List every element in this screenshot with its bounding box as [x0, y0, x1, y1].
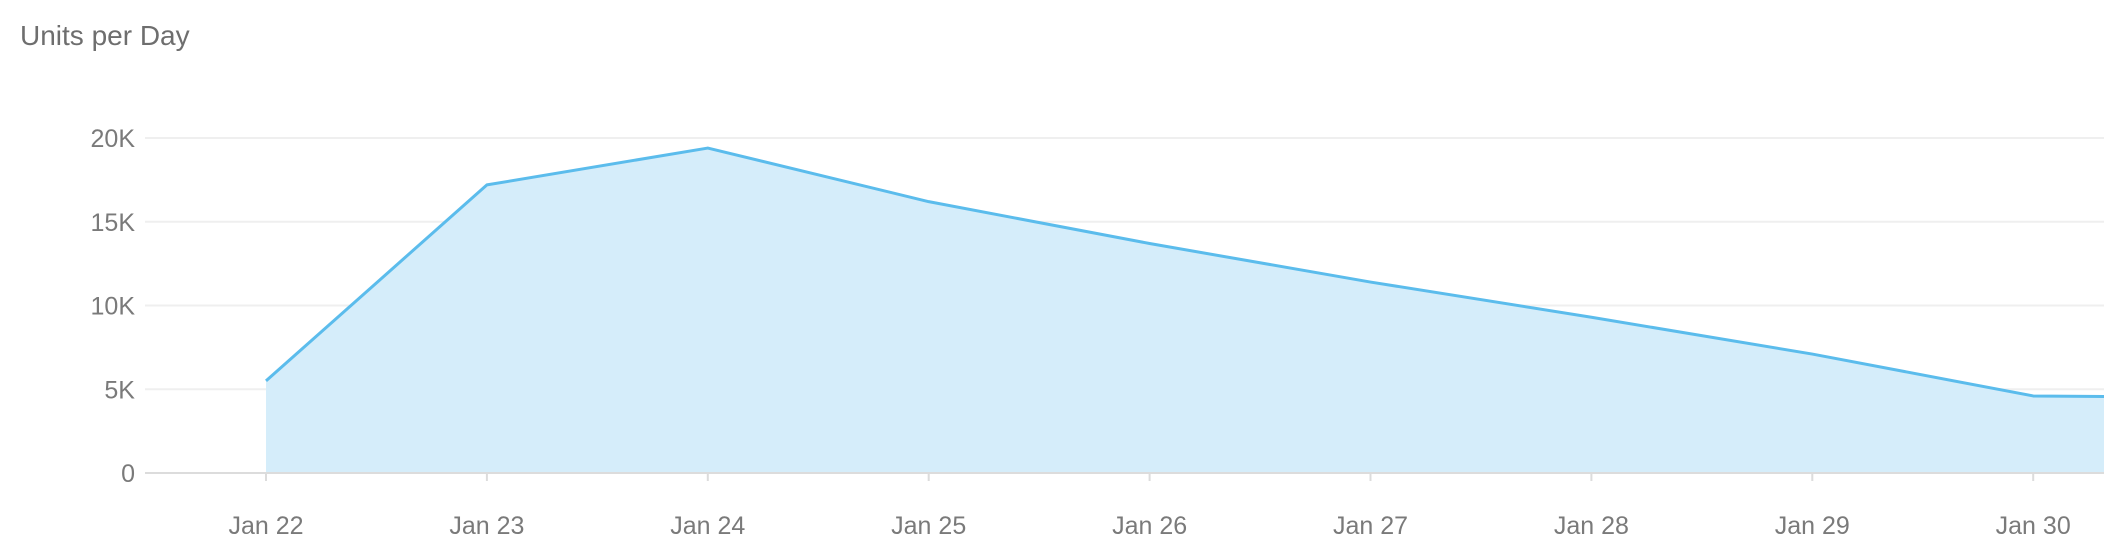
y-tick-label: 15K	[91, 209, 136, 237]
chart-title: Units per Day	[20, 20, 190, 51]
series-line	[265, 146, 2104, 398]
x-tick-label: Jan 30	[1996, 512, 2071, 540]
x-tick-label: Jan 26	[1112, 512, 1187, 540]
y-tick-label: 5K	[104, 376, 135, 404]
x-tick-label: Jan 28	[1554, 512, 1629, 540]
x-tick-label: Jan 27	[1333, 512, 1408, 540]
x-tick-label: Jan 25	[891, 512, 966, 540]
x-tick-label: Jan 22	[228, 512, 303, 540]
x-tick-label: Jan 29	[1775, 512, 1850, 540]
x-tick-label: Jan 23	[449, 512, 524, 540]
series-area	[266, 148, 2104, 473]
y-tick-label: 0	[121, 460, 135, 488]
y-tick-label: 10K	[91, 293, 136, 321]
x-tick-label: Jan 24	[670, 512, 745, 540]
y-tick-label: 20K	[91, 125, 136, 153]
